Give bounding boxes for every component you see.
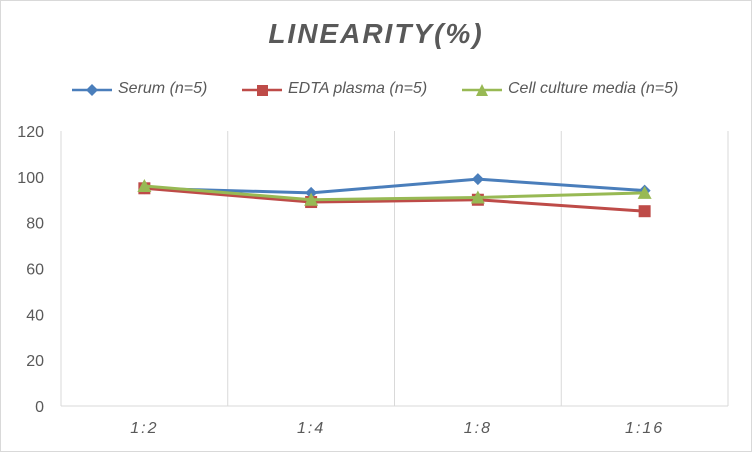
series-line-0 [144, 177, 645, 195]
series-line-2 [144, 184, 645, 202]
legend-label-serum: Serum (n=5) [118, 80, 208, 97]
x-tick-label: 1:8 [464, 420, 492, 437]
y-tick-label: 40 [26, 307, 44, 324]
y-tick-label: 60 [26, 262, 44, 279]
data-point-triangle [304, 192, 319, 206]
y-tick-label: 0 [35, 399, 44, 416]
legend-marker-cell-culture-media [462, 84, 502, 96]
series-line-1 [144, 186, 645, 213]
legend-marker-serum [72, 84, 112, 96]
y-tick-label: 120 [17, 124, 44, 141]
x-tick-label: 1:2 [130, 420, 158, 437]
y-tick-label: 20 [26, 353, 44, 370]
chart-title: LINEARITY(%) [268, 18, 484, 49]
data-point-triangle [470, 190, 485, 204]
legend-label-edta-plasma: EDTA plasma (n=5) [288, 80, 428, 97]
data-point-square [638, 205, 651, 218]
x-tick-label: 1:4 [297, 420, 325, 437]
data-point-triangle [637, 185, 652, 199]
data-point-diamond [471, 173, 484, 186]
legend-marker-edta-plasma [242, 85, 282, 96]
x-tick-label: 1:16 [625, 420, 664, 437]
legend: Serum (n=5) EDTA plasma (n=5) Cell cultu… [0, 78, 752, 102]
y-tick-label: 100 [17, 170, 44, 187]
data-point-triangle [137, 179, 152, 192]
y-tick-label: 80 [26, 216, 44, 233]
legend-label-cell-culture-media: Cell culture media (n=5) [508, 80, 679, 97]
